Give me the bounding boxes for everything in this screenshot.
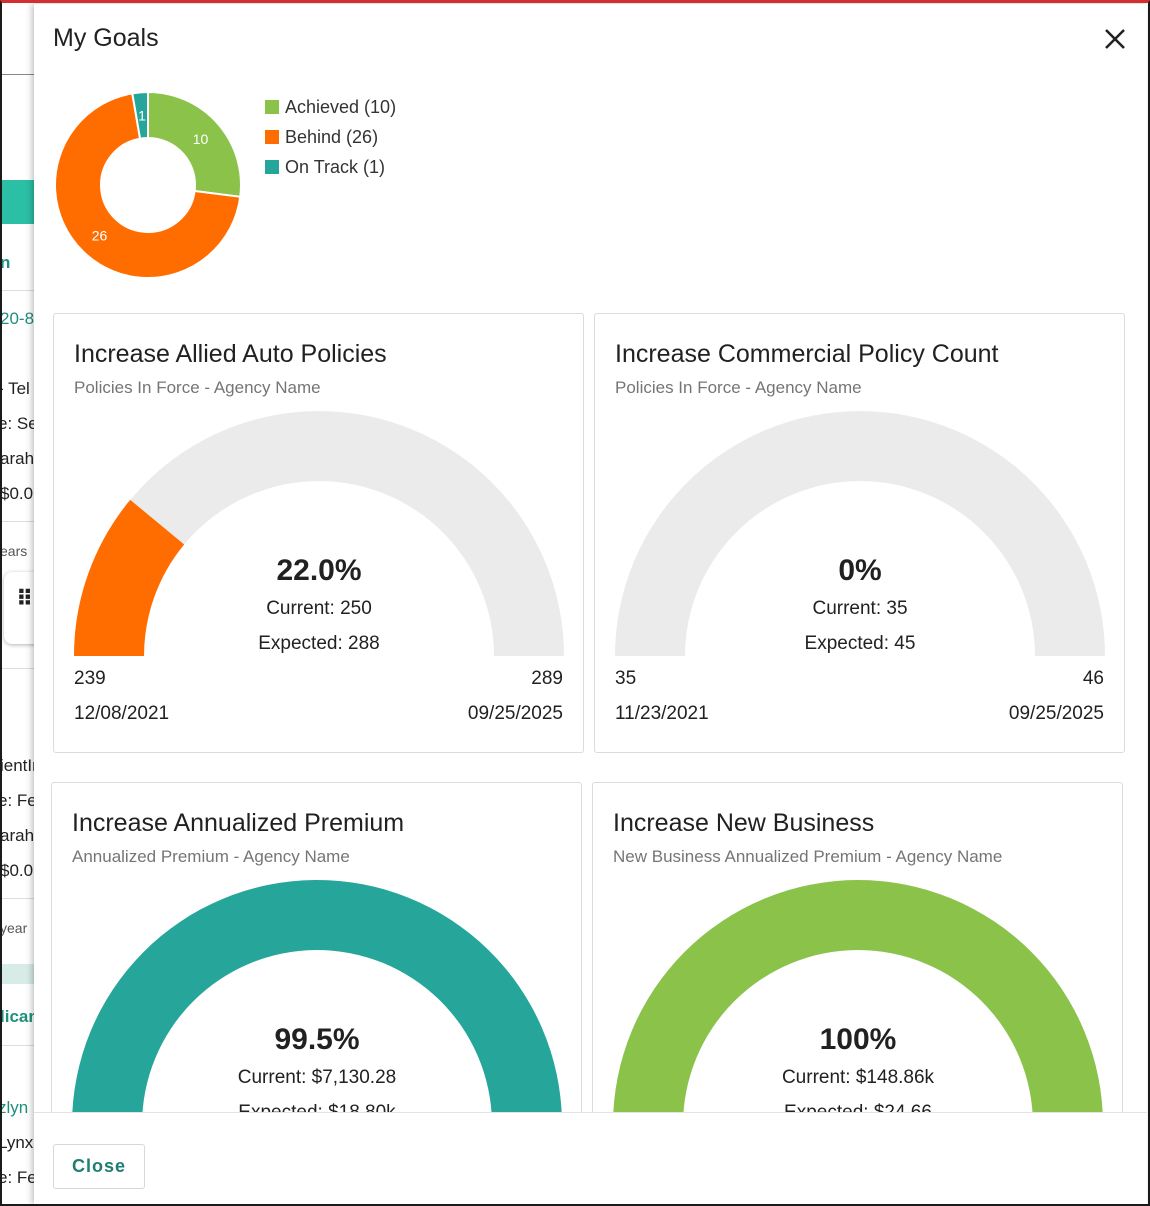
background-divider	[0, 74, 34, 75]
goal-start-date: 11/23/2021	[615, 703, 709, 724]
goal-status-donut-chart: 10 26 1	[54, 90, 242, 279]
gauge-progress	[72, 880, 562, 1125]
background-divider	[0, 898, 34, 899]
background-text: arah	[0, 449, 34, 468]
goal-title: Increase Annualized Premium	[72, 809, 405, 837]
goal-subtitle: Annualized Premium - Agency Name	[72, 847, 350, 866]
goal-subtitle: New Business Annualized Premium - Agency…	[613, 847, 1003, 866]
goal-current: Current: $148.86k	[781, 1067, 935, 1088]
goal-expected: Expected: 45	[804, 633, 916, 654]
background-text: ientIr	[0, 756, 34, 775]
goal-end-date: 09/25/2025	[467, 703, 563, 724]
goal-percent: 22.0%	[276, 554, 362, 587]
legend-swatch-on-track	[265, 160, 279, 174]
goal-card[interactable]: Increase Commercial Policy Count Policie…	[594, 313, 1125, 753]
legend-label: Achieved (10)	[285, 96, 397, 117]
goal-subtitle: Policies In Force - Agency Name	[74, 378, 321, 397]
goal-percent: 0%	[838, 554, 882, 587]
legend-label: On Track (1)	[285, 156, 386, 177]
dialog-footer: Close	[34, 1112, 1147, 1205]
donut-slice-on-track[interactable]	[131, 90, 149, 140]
background-text: year	[0, 920, 28, 936]
goal-card[interactable]: Increase Allied Auto Policies Policies I…	[53, 313, 584, 753]
donut-slice-label: 26	[92, 228, 108, 244]
close-icon-glyph	[1105, 29, 1125, 49]
background-link[interactable]: 20-8	[0, 309, 34, 328]
gauge-track	[74, 411, 564, 656]
goal-percent: 100%	[819, 1023, 897, 1056]
goal-min: 35	[615, 668, 637, 689]
donut-slice-label: 10	[193, 131, 209, 147]
gauge-progress	[74, 499, 185, 656]
goal-percent: 99.5%	[274, 1023, 360, 1056]
goal-min: 239	[74, 668, 106, 689]
legend-label: Behind (26)	[285, 126, 379, 147]
background-divider	[0, 290, 34, 291]
dialog-title: My Goals	[53, 24, 159, 52]
goal-end-date: 09/25/2025	[1008, 703, 1104, 724]
background-text: ears	[0, 543, 28, 559]
background-text: arah	[0, 826, 34, 845]
background-text: $0.0	[0, 484, 34, 503]
background-text: Lynx	[0, 1133, 34, 1152]
background-text: $0.0	[0, 861, 34, 880]
goal-current: Current: $7,130.28	[237, 1067, 397, 1088]
goal-subtitle: Policies In Force - Agency Name	[615, 378, 862, 397]
goal-gauge	[613, 880, 1103, 1125]
legend-item-achieved[interactable]: Achieved (10)	[265, 92, 396, 122]
drag-handle-icon: ⠿	[16, 586, 33, 611]
background-text: e: Fe	[0, 791, 34, 810]
goal-gauge	[72, 880, 562, 1125]
close-button[interactable]: Close	[53, 1144, 145, 1189]
goal-gauge	[74, 411, 564, 656]
background-text: - Tel	[0, 379, 30, 398]
background-divider	[0, 521, 34, 522]
donut-slice-behind[interactable]	[54, 92, 242, 279]
goal-title: Increase New Business	[613, 809, 875, 837]
donut-slice-label: 1	[138, 107, 146, 123]
background-text: e: Fe	[0, 1168, 34, 1187]
goal-gauge	[615, 411, 1105, 656]
close-icon[interactable]	[1100, 24, 1130, 54]
goal-max: 46	[1082, 668, 1104, 689]
gauge-track	[615, 411, 1105, 656]
legend-swatch-behind	[265, 130, 279, 144]
background-divider	[0, 668, 34, 669]
legend-swatch-achieved	[265, 100, 279, 114]
background-divider	[0, 1045, 34, 1046]
background-text: lican	[0, 1007, 34, 1026]
donut-legend: Achieved (10) Behind (26) On Track (1)	[265, 92, 396, 182]
goal-start-date: 12/08/2021	[74, 703, 170, 724]
my-goals-dialog: My Goals 10 26 1 Achieved (10) Behind (26)…	[34, 4, 1147, 1205]
legend-item-on-track[interactable]: On Track (1)	[265, 152, 396, 182]
goal-expected: Expected: 288	[258, 633, 380, 654]
goal-title: Increase Commercial Policy Count	[615, 340, 999, 368]
background-tab-bar	[0, 964, 34, 984]
goal-title: Increase Allied Auto Policies	[74, 340, 387, 368]
goal-current: Current: 250	[266, 598, 372, 619]
background-text: n	[0, 253, 11, 272]
donut-slice-achieved[interactable]	[147, 90, 242, 198]
background-tab-bar	[0, 180, 34, 224]
gauge-progress	[613, 880, 1103, 1125]
background-link[interactable]: zlyn	[0, 1098, 29, 1117]
goal-current: Current: 35	[812, 598, 908, 619]
legend-item-behind[interactable]: Behind (26)	[265, 122, 396, 152]
background-text: e: Se	[0, 414, 34, 433]
goal-max: 289	[531, 668, 563, 689]
